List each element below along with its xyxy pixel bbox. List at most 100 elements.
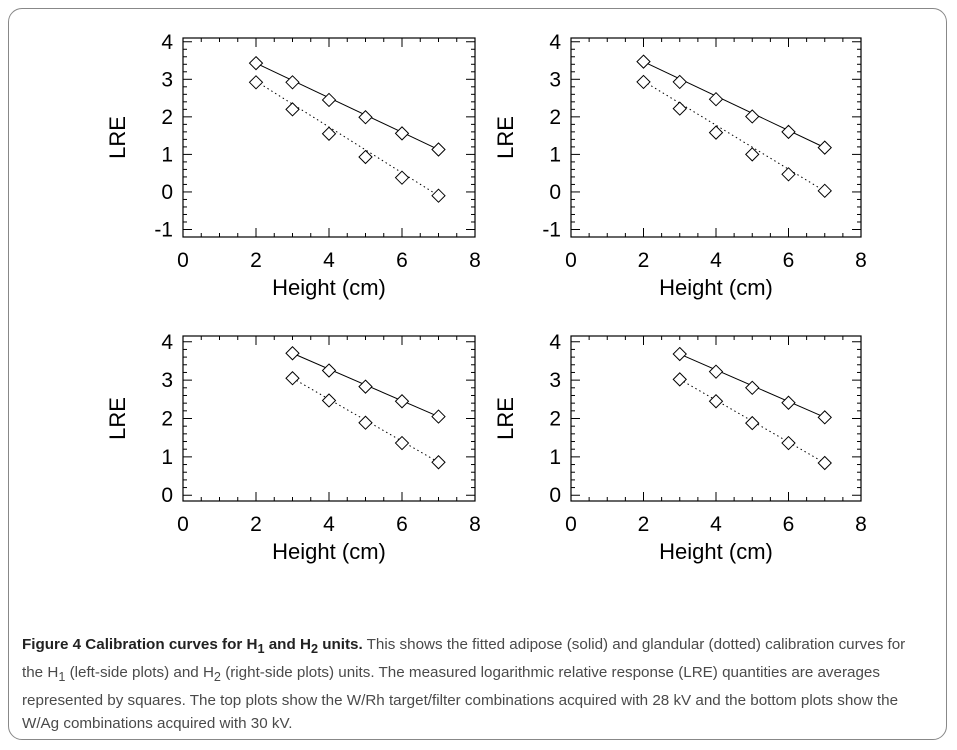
y-tick-label: 3 <box>161 68 173 91</box>
diamond-marker <box>431 188 446 203</box>
plot-panel-4: 0 2 4 6 8 0 1 2 3 4 Height (cm) LRE <box>493 331 867 564</box>
diamond-marker <box>358 379 373 394</box>
diamond-marker <box>285 371 300 386</box>
y-axis-label: LRE <box>105 116 130 159</box>
plot-panel-3: 0 2 4 6 8 0 1 2 3 4 Height (cm) LRE <box>105 331 481 564</box>
diamond-marker <box>781 167 796 182</box>
y-tick-label: 4 <box>549 31 561 54</box>
x-tick-label: 4 <box>710 249 722 272</box>
x-tick-label: 0 <box>177 249 189 272</box>
x-tick-label: 8 <box>855 249 867 272</box>
diamond-marker <box>745 380 760 396</box>
diamond-marker <box>817 140 832 155</box>
figure-frame <box>8 8 947 740</box>
x-tick-label: 6 <box>396 249 408 272</box>
x-tick-label: 0 <box>565 513 577 536</box>
x-tick-label: 2 <box>250 249 262 272</box>
diamond-marker <box>321 363 337 378</box>
diamond-marker <box>636 74 651 90</box>
diamond-marker <box>248 55 264 71</box>
y-tick-label: 2 <box>549 106 561 129</box>
diamond-marker <box>745 109 760 124</box>
figure-caption: Figure 4 Calibration curves for H1 and H… <box>22 633 927 735</box>
diamond-marker <box>708 364 724 379</box>
solid-fit-line <box>643 61 825 149</box>
diamond-marker <box>394 394 410 409</box>
y-tick-label: 4 <box>161 31 173 54</box>
x-axis-label: Height (cm) <box>659 275 773 300</box>
diamond-marker <box>321 126 337 141</box>
diamond-marker <box>781 435 796 451</box>
x-tick-label: 2 <box>638 513 650 536</box>
diamond-marker <box>431 142 446 157</box>
diamond-marker <box>285 75 300 90</box>
dotted-fit-line <box>679 378 825 464</box>
diamond-marker <box>672 74 687 90</box>
y-tick-label: 2 <box>161 408 173 431</box>
diamond-marker <box>358 415 373 430</box>
y-axis-label: LRE <box>105 397 130 440</box>
diamond-marker <box>394 435 410 451</box>
y-tick-label: -1 <box>154 218 173 241</box>
x-tick-label: 6 <box>396 513 408 536</box>
y-tick-label: 3 <box>549 68 561 91</box>
y-tick-label: 2 <box>161 106 173 129</box>
diamond-marker <box>285 102 300 117</box>
x-tick-label: 6 <box>783 513 795 536</box>
diamond-marker <box>636 54 651 69</box>
x-tick-label: 2 <box>250 513 262 536</box>
caption-text-2: (left-side plots) and H <box>65 664 214 682</box>
diamond-marker <box>394 170 410 185</box>
x-tick-label: 8 <box>469 513 481 536</box>
dotted-fit-line <box>292 377 439 463</box>
diamond-marker <box>672 101 687 116</box>
x-tick-label: 6 <box>783 249 795 272</box>
y-tick-label: 3 <box>549 369 561 392</box>
y-tick-label: 0 <box>161 181 173 204</box>
y-tick-label: 0 <box>549 181 561 204</box>
y-tick-label: 1 <box>549 446 561 469</box>
y-tick-label: 1 <box>161 446 173 469</box>
y-tick-label: 1 <box>549 143 561 166</box>
diamond-marker <box>817 455 832 471</box>
x-tick-label: 4 <box>710 513 722 536</box>
plot-frame <box>182 335 476 502</box>
diamond-marker <box>817 410 832 425</box>
y-tick-label: 1 <box>161 143 173 166</box>
x-tick-label: 0 <box>177 513 189 536</box>
diamond-marker <box>817 183 832 199</box>
diamond-marker <box>781 395 796 410</box>
caption-sub-1: 1 <box>58 670 66 685</box>
diamond-marker <box>285 346 300 361</box>
diamond-marker <box>708 394 724 409</box>
y-tick-label: 3 <box>161 369 173 392</box>
x-tick-label: 0 <box>565 249 577 272</box>
dotted-fit-line <box>643 80 826 192</box>
diamond-marker <box>321 393 337 408</box>
diamond-marker <box>672 372 687 387</box>
y-axis-label: LRE <box>493 397 518 440</box>
diamond-marker <box>248 75 264 90</box>
caption-sub-2: 2 <box>213 670 221 685</box>
dotted-fit-line <box>255 80 439 197</box>
diamond-marker <box>394 126 410 141</box>
diamond-marker <box>781 124 796 140</box>
y-axis-label: LRE <box>493 116 518 159</box>
caption-text-3: (right-side plots) units. The measured l… <box>22 664 899 733</box>
x-axis-label: Height (cm) <box>272 275 386 300</box>
diamond-marker <box>745 147 760 162</box>
x-tick-label: 2 <box>638 249 650 272</box>
diamond-marker <box>431 455 446 470</box>
y-tick-label: 2 <box>549 408 561 431</box>
diamond-marker <box>708 91 724 107</box>
diamond-marker <box>672 346 687 362</box>
x-tick-label: 8 <box>469 249 481 272</box>
diamond-marker <box>745 415 760 431</box>
y-tick-label: 4 <box>549 331 561 354</box>
x-tick-label: 8 <box>855 513 867 536</box>
caption-text-1: This shows the fitted adipose (solid) an… <box>22 636 906 682</box>
x-axis-label: Height (cm) <box>272 539 386 564</box>
